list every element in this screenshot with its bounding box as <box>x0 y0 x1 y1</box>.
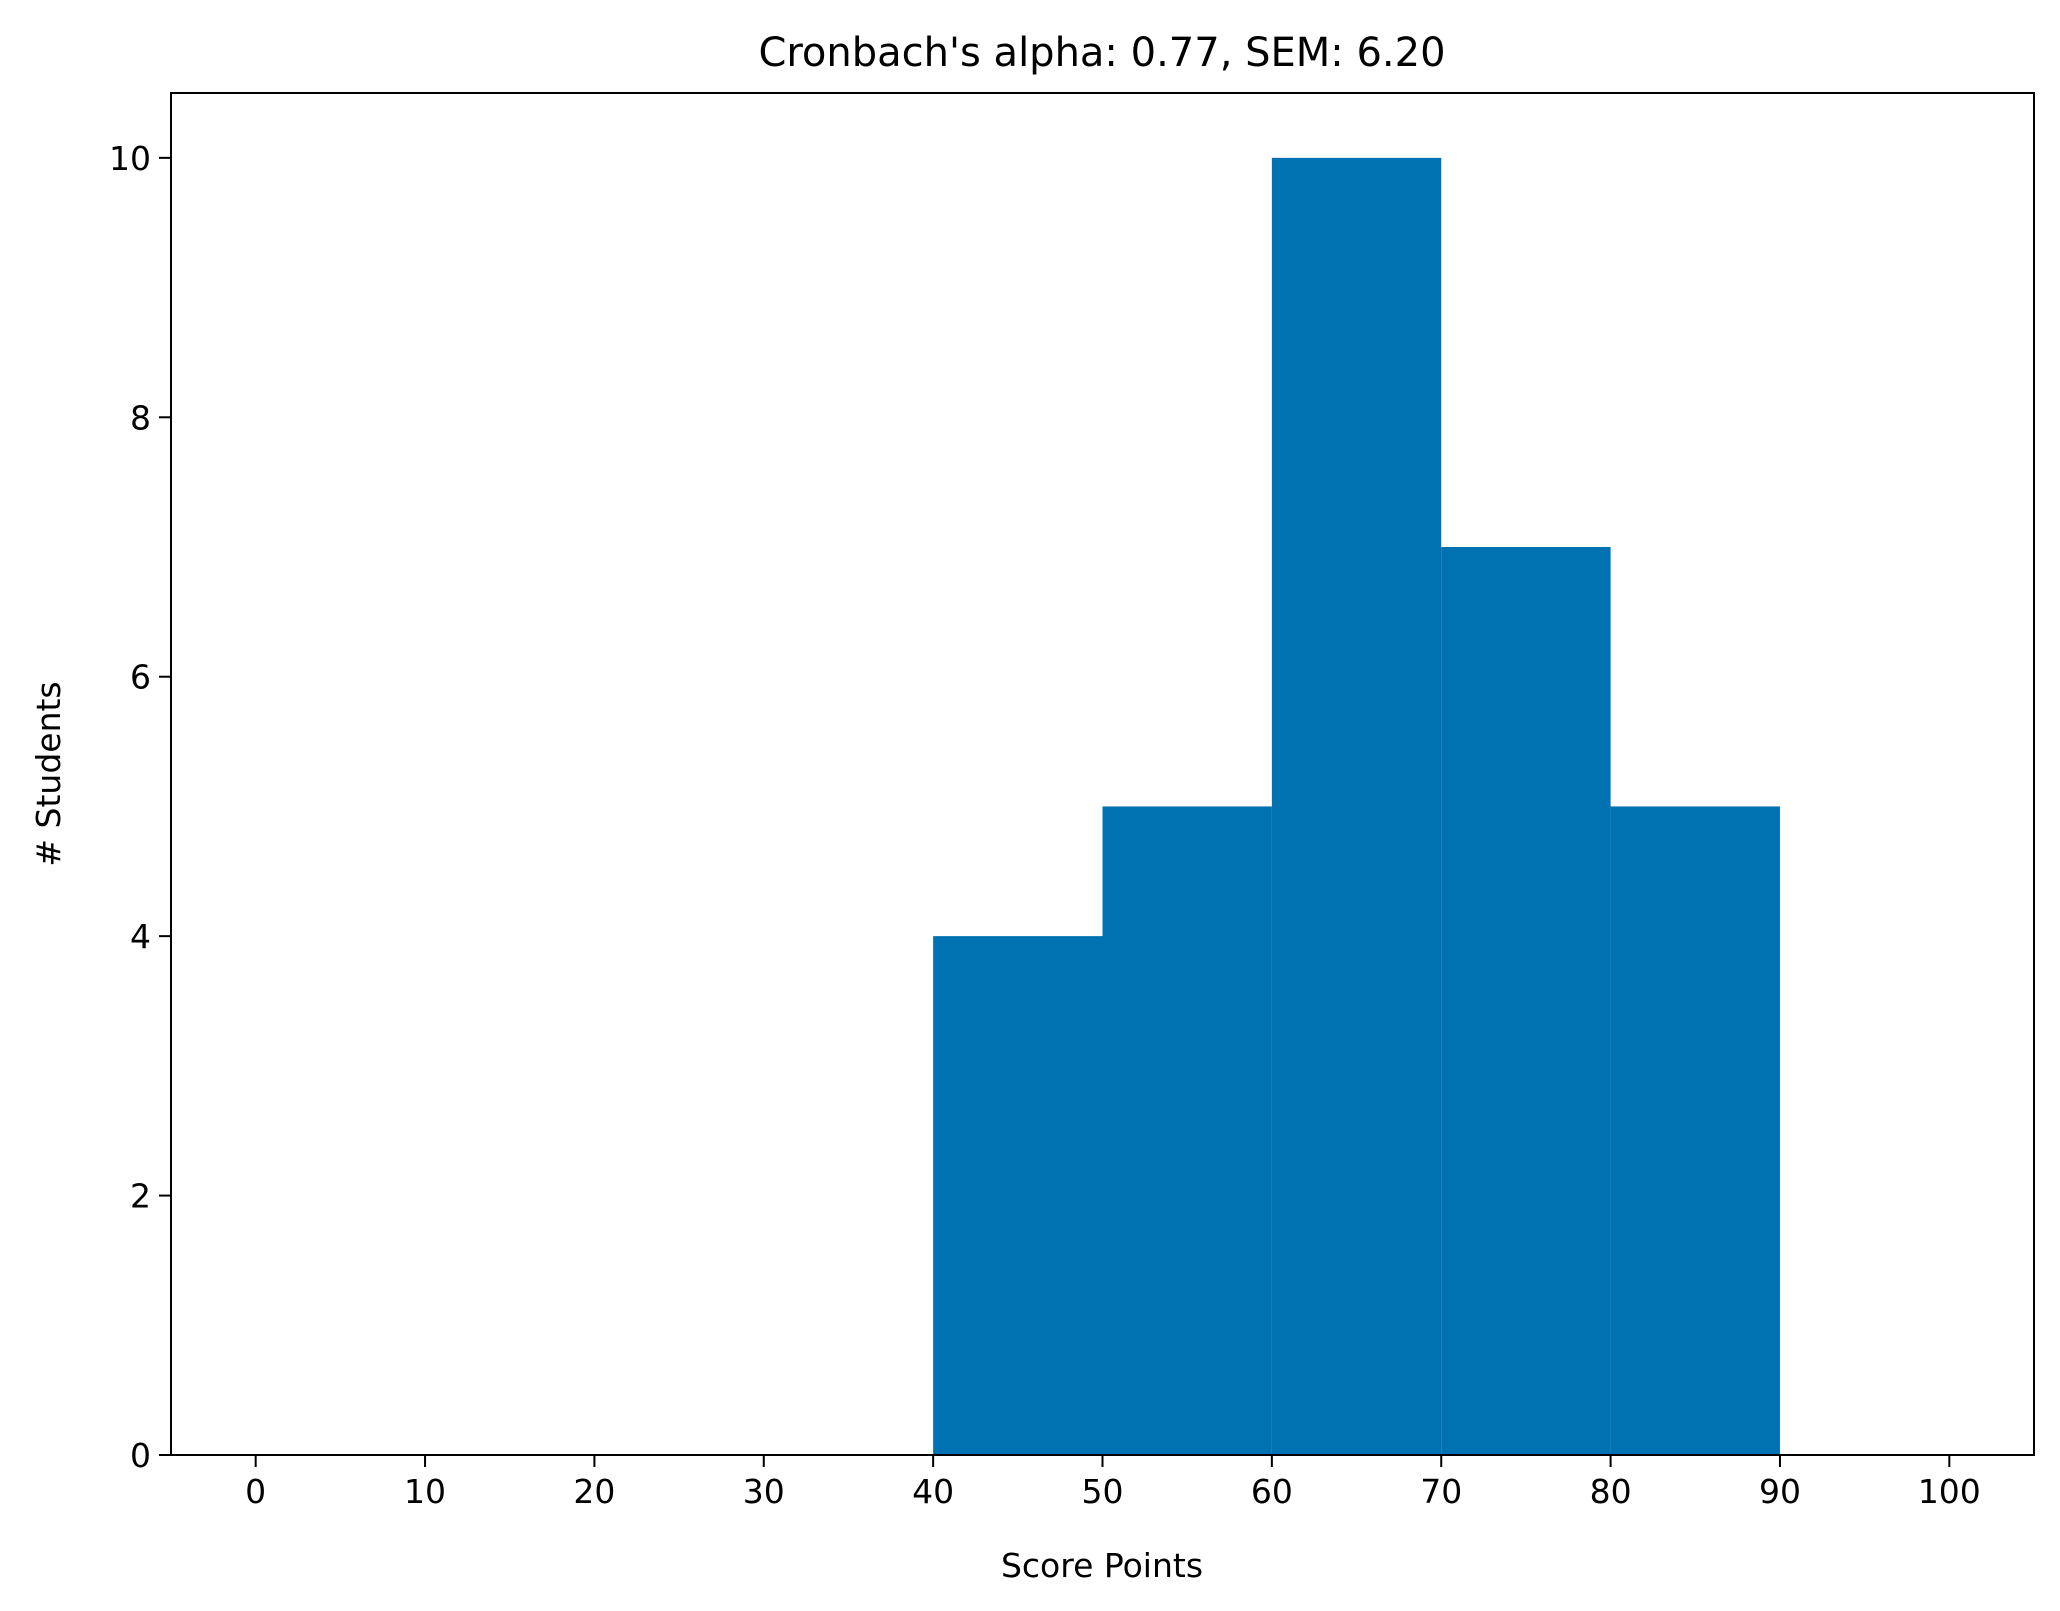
y-tick-label: 8 <box>130 398 151 437</box>
bars-group <box>933 157 1780 1455</box>
chart-title: Cronbach's alpha: 0.77, SEM: 6.20 <box>758 30 1445 76</box>
x-tick-label: 0 <box>245 1472 266 1511</box>
x-axis-label: Score Points <box>1001 1546 1203 1585</box>
histogram-bar-60-70 <box>1271 157 1442 1455</box>
x-tick-label: 100 <box>1918 1472 1981 1511</box>
y-tick-label: 10 <box>109 139 151 178</box>
histogram-bar-50-60 <box>1102 806 1272 1455</box>
y-axis-ticks: 0 2 4 6 8 10 <box>109 139 171 1475</box>
x-tick-label: 90 <box>1759 1472 1801 1511</box>
y-tick-label: 0 <box>130 1436 151 1475</box>
x-tick-label: 40 <box>912 1472 954 1511</box>
y-axis-label: # Students <box>29 681 68 866</box>
histogram-bar-70-80 <box>1441 547 1611 1455</box>
x-tick-label: 50 <box>1082 1472 1124 1511</box>
x-tick-label: 70 <box>1420 1472 1462 1511</box>
histogram-bar-80-90 <box>1610 806 1780 1455</box>
histogram-bar-40-50 <box>933 936 1103 1455</box>
x-tick-label: 20 <box>573 1472 615 1511</box>
x-tick-label: 30 <box>743 1472 785 1511</box>
y-tick-label: 2 <box>130 1177 151 1216</box>
x-axis-ticks: 0 10 20 30 40 50 60 70 80 90 100 <box>245 1455 1981 1511</box>
x-tick-label: 60 <box>1251 1472 1293 1511</box>
y-tick-label: 6 <box>130 658 151 697</box>
y-tick-label: 4 <box>130 917 151 956</box>
x-tick-label: 80 <box>1590 1472 1632 1511</box>
x-tick-label: 10 <box>404 1472 446 1511</box>
